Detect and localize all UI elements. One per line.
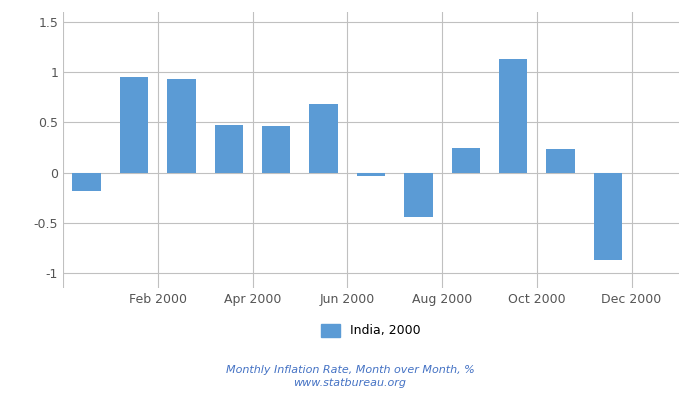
Bar [309,104,338,172]
Bar [594,172,622,260]
Bar [546,150,575,172]
Bar [452,148,480,172]
Bar [262,126,290,172]
Bar [357,172,385,176]
Bar [120,77,148,172]
Bar [404,172,433,217]
Bar [73,172,101,191]
Bar [499,59,527,172]
Bar [215,126,243,172]
Bar [167,79,196,172]
Legend: India, 2000: India, 2000 [316,319,426,342]
Text: www.statbureau.org: www.statbureau.org [293,378,407,388]
Text: Monthly Inflation Rate, Month over Month, %: Monthly Inflation Rate, Month over Month… [225,365,475,375]
